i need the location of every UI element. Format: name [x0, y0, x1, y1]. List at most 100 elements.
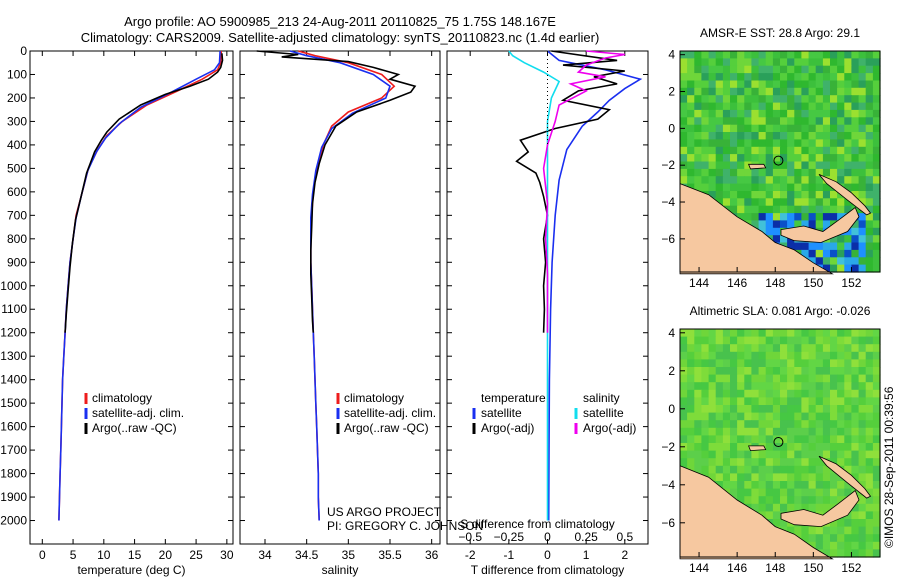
field-cell: [737, 205, 745, 214]
field-cell: [851, 161, 860, 170]
field-cell: [787, 80, 795, 89]
field-cell: [701, 80, 710, 89]
field-cell: [680, 374, 688, 383]
field-cell: [815, 191, 824, 199]
field-cell: [765, 382, 774, 391]
field-cell: [837, 481, 845, 490]
field-cell: [780, 389, 788, 398]
field-cell: [830, 359, 838, 368]
field-cell: [758, 473, 767, 482]
field-cell: [858, 102, 867, 111]
field-cell: [844, 488, 852, 497]
field-cell: [815, 109, 824, 118]
y-tick-label: −4: [661, 478, 675, 492]
field-cell: [858, 65, 867, 74]
field-cell: [822, 450, 831, 459]
field-cell: [780, 146, 788, 155]
x-tick-label: 20: [159, 548, 173, 562]
field-cell: [772, 154, 781, 163]
field-cell: [808, 443, 817, 452]
field-cell: [751, 496, 760, 505]
field-cell: [744, 87, 752, 96]
field-cell: [708, 458, 717, 467]
x-tick-label: 144: [689, 561, 709, 575]
field-cell: [837, 161, 845, 170]
field-cell: [687, 412, 695, 421]
field-cell: [751, 146, 760, 155]
field-cell: [715, 458, 724, 467]
field-cell: [715, 65, 724, 74]
field-cell: [830, 519, 838, 528]
field-cell: [772, 412, 781, 421]
field-cell: [751, 102, 760, 111]
field-cell: [837, 154, 845, 163]
field-cell: [715, 168, 724, 177]
field-cell: [744, 481, 752, 490]
field-cell: [794, 161, 802, 170]
field-cell: [837, 359, 845, 368]
x-tick-label: 2: [621, 548, 628, 562]
field-cell: [865, 220, 874, 229]
field-cell: [851, 351, 860, 360]
field-cell: [851, 534, 860, 543]
pi-credit: PI: GREGORY C. JOHNSON: [327, 519, 483, 533]
field-cell: [737, 329, 745, 338]
field-cell: [744, 412, 752, 421]
field-cell: [822, 367, 831, 376]
field-cell: [730, 87, 738, 96]
land-new-britain: [780, 489, 860, 528]
field-cell: [758, 191, 767, 199]
field-cell: [787, 427, 795, 436]
field-cell: [851, 191, 860, 199]
field-cell: [794, 488, 802, 497]
field-cell: [730, 183, 738, 192]
field-cell: [794, 458, 802, 467]
field-cell: [815, 80, 824, 89]
field-cell: [758, 95, 767, 104]
field-cell: [701, 412, 710, 421]
field-cell: [787, 329, 795, 338]
field-cell: [765, 227, 774, 236]
field-cell: [687, 80, 695, 89]
field-cell: [844, 264, 852, 273]
x-tick-label: 144: [689, 276, 709, 290]
field-cell: [851, 443, 860, 452]
field-cell: [715, 344, 724, 353]
field-cell: [708, 73, 717, 82]
field-cell: [730, 205, 738, 214]
field-cell: [780, 427, 788, 436]
field-cell: [851, 257, 860, 266]
field-cell: [865, 473, 874, 482]
field-cell: [794, 374, 802, 383]
field-cell: [680, 117, 688, 126]
field-cell: [872, 65, 881, 74]
field-cell: [787, 183, 795, 192]
field-cell: [680, 458, 688, 467]
field-cell: [765, 146, 774, 155]
field-cell: [865, 51, 874, 59]
field-cell: [758, 450, 767, 459]
field-cell: [722, 465, 731, 474]
field-cell: [737, 481, 745, 490]
field-cell: [858, 161, 867, 170]
field-cell: [822, 183, 831, 192]
field-cell: [830, 541, 838, 550]
field-cell: [872, 405, 881, 414]
field-cell: [737, 496, 745, 505]
field-cell: [730, 450, 738, 459]
field-cell: [780, 450, 788, 459]
field-cell: [780, 65, 788, 74]
field-cell: [758, 458, 767, 467]
field-cell: [722, 132, 731, 140]
x-tick-label: -2: [465, 548, 476, 562]
field-cell: [751, 329, 760, 338]
y-tick-label: −6: [661, 232, 675, 246]
field-cell: [751, 382, 760, 391]
field-cell: [851, 374, 860, 383]
field-cell: [858, 198, 867, 207]
legend-label: satellite-adj. clim.: [344, 406, 436, 420]
field-cell: [822, 435, 831, 444]
field-cell: [830, 382, 838, 391]
field-cell: [858, 549, 867, 558]
field-cell: [808, 102, 817, 111]
